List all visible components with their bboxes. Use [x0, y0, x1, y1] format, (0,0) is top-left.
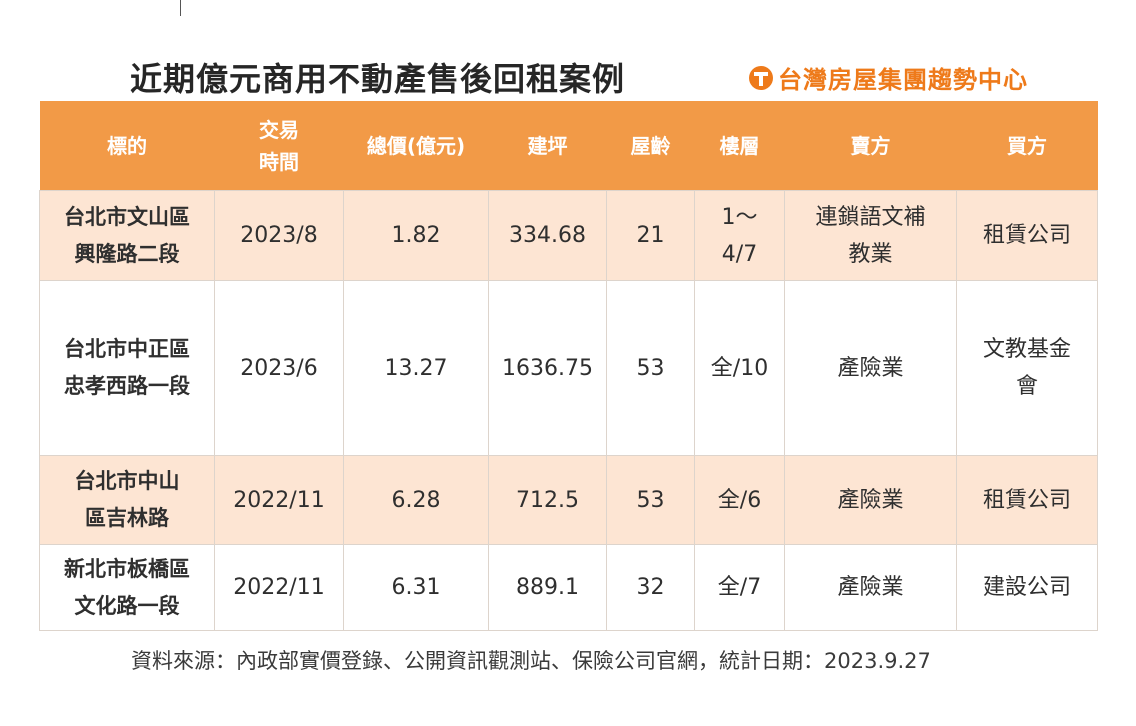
table-row: 台北市文山區興隆路二段 2023/8 1.82 334.68 21 1～4/7 …: [39, 190, 1098, 281]
cell-target: 台北市中山區吉林路: [39, 455, 215, 545]
sale-leaseback-table: 標的 交易時間 總價(億元) 建坪 屋齡 樓層 賣方 買方 台北市文山區興隆路二…: [39, 101, 1098, 631]
cell-trade-time: 2023/8: [214, 190, 344, 281]
cell-floor: 全/7: [694, 544, 785, 631]
cell-seller-text: 連鎖語文補教業: [815, 204, 926, 267]
table-row: 新北市板橋區文化路一段 2022/11 6.31 889.1 32 全/7 產險…: [39, 544, 1098, 631]
cell-building-age: 21: [606, 190, 695, 281]
cell-target: 台北市中正區忠孝西路一段: [39, 280, 215, 456]
source-note: 資料來源：內政部實價登錄、公開資訊觀測站、保險公司官網，統計日期：2023.9.…: [131, 649, 931, 673]
header-floor-area: 建坪: [488, 101, 607, 191]
cell-floor: 1～4/7: [694, 190, 785, 281]
brand-name: 台灣房屋集團趨勢中心: [778, 66, 1028, 94]
header-trade-time: 交易時間: [214, 101, 344, 191]
header-buyer: 買方: [956, 101, 1098, 191]
text-cursor: [180, 0, 181, 16]
cell-total-price: 6.31: [343, 544, 489, 631]
cell-floor-area: 712.5: [488, 455, 607, 545]
header-building-age: 屋齡: [606, 101, 695, 191]
table-row: 台北市中正區忠孝西路一段 2023/6 13.27 1636.75 53 全/1…: [39, 280, 1098, 456]
cell-trade-time: 2023/6: [214, 280, 344, 456]
header-target: 標的: [39, 101, 215, 191]
table-row: 台北市中山區吉林路 2022/11 6.28 712.5 53 全/6 產險業 …: [39, 455, 1098, 545]
cell-buyer: 文教基金會: [956, 280, 1098, 456]
cell-seller: 連鎖語文補教業: [784, 190, 957, 281]
cell-target: 新北市板橋區文化路一段: [39, 544, 215, 631]
cell-trade-time: 2022/11: [214, 544, 344, 631]
cell-buyer: 租賃公司: [956, 190, 1098, 281]
cell-floor: 全/6: [694, 455, 785, 545]
cell-building-age: 53: [606, 455, 695, 545]
cell-building-age: 53: [606, 280, 695, 456]
cell-floor-area: 1636.75: [488, 280, 607, 456]
cell-floor-area: 334.68: [488, 190, 607, 281]
taiwan-realty-logo-icon: [749, 65, 773, 90]
table-header-row: 標的 交易時間 總價(億元) 建坪 屋齡 樓層 賣方 買方: [39, 101, 1098, 191]
cell-target: 台北市文山區興隆路二段: [39, 190, 215, 281]
cell-total-price: 13.27: [343, 280, 489, 456]
page-title: 近期億元商用不動產售後回租案例: [130, 60, 626, 98]
cell-seller: 產險業: [784, 544, 957, 631]
cell-target-text: 台北市中正區忠孝西路一段: [64, 337, 190, 398]
cell-target-text: 台北市文山區興隆路二段: [64, 204, 190, 266]
cell-total-price: 6.28: [343, 455, 489, 545]
header-trade-time-label: 交易時間: [259, 117, 299, 174]
cell-buyer: 租賃公司: [956, 455, 1098, 545]
header-seller: 賣方: [784, 101, 957, 191]
cell-building-age: 32: [606, 544, 695, 631]
cell-floor-text: 1～4/7: [721, 204, 758, 267]
cell-target-text: 新北市板橋區文化路一段: [64, 556, 190, 618]
cell-floor: 全/10: [694, 280, 785, 456]
header-floor: 樓層: [694, 101, 785, 191]
cell-trade-time: 2022/11: [214, 455, 344, 545]
cell-seller: 產險業: [784, 455, 957, 545]
header-total-price: 總價(億元): [343, 101, 489, 191]
cell-buyer-text: 文教基金會: [982, 337, 1071, 399]
brand: 台灣房屋集團趨勢中心: [748, 60, 1028, 95]
cell-buyer: 建設公司: [956, 544, 1098, 631]
cell-target-text: 台北市中山區吉林路: [74, 469, 180, 530]
cell-floor-area: 889.1: [488, 544, 607, 631]
cell-total-price: 1.82: [343, 190, 489, 281]
cell-seller: 產險業: [784, 280, 957, 456]
